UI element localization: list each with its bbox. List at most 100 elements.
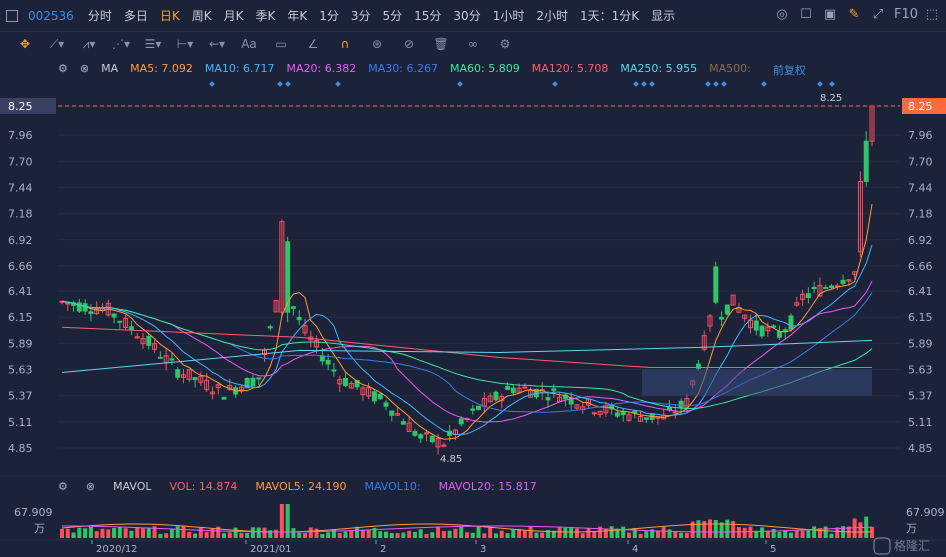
date-label: 2021/01 [250,544,292,555]
volume-bar [372,527,377,538]
period-tab[interactable]: 显示 [651,9,676,23]
candle-body [244,378,250,389]
candle-body [100,307,105,311]
volume-bar [384,531,388,538]
layout-icon[interactable] [6,9,18,22]
volume-bar [193,533,198,538]
vol-close-icon[interactable]: ⊗ [85,480,96,493]
vol-label[interactable]: MAVOL [113,480,152,493]
expand-icon[interactable]: ⬚ [925,7,939,22]
candle-body [134,336,140,339]
volume-bar [210,528,215,538]
period-tab[interactable]: 15分 [414,9,442,23]
period-tab[interactable]: 5分 [382,9,403,23]
period-tab[interactable]: 年K [287,9,308,23]
lock-icon[interactable]: ⊛ [371,37,383,51]
candle-body [366,387,372,397]
trash-icon[interactable]: 🗑 [433,37,449,51]
event-marker [277,81,283,87]
vol-settings-icon[interactable]: ⚙ [58,480,68,493]
period-tab[interactable]: 月K [223,9,244,23]
period-tab[interactable]: 季K [255,9,276,23]
period-tab[interactable]: 周K [191,9,212,23]
adjust-mode-button[interactable]: 前复权 [772,64,806,77]
ma-settings-icon[interactable]: ⚙ [58,62,68,75]
volume-bar [702,521,707,538]
volume-bar [511,529,516,538]
volume-bar [175,526,180,538]
price-tick-right: 6.66 [908,260,933,273]
magnet-icon[interactable]: ∩ [340,37,350,51]
candle-body [348,382,354,389]
line-icon[interactable]: ⟋▾ [49,36,65,51]
volume-bar [262,527,267,538]
volume-bar [736,527,741,538]
pencil-icon[interactable]: ✎ [848,7,860,22]
volume-bar [598,526,603,538]
date-label: 4 [632,544,638,555]
candle-body [314,340,320,348]
arrow-icon[interactable]: ←▾ [208,37,226,51]
period-tab[interactable]: 1天：1分K [579,9,640,23]
image-icon[interactable]: ▣ [823,7,837,22]
price-tick-left: 7.18 [8,208,33,221]
f10-button[interactable]: F10 [894,7,919,22]
ma-line [61,280,873,423]
candle-body [794,302,800,306]
candle-body [354,380,360,388]
ma-value: MA120: 5.708 [531,62,609,75]
event-marker [641,81,647,87]
volume-bar [517,528,522,538]
fullscreen-icon[interactable]: ⤢ [872,7,884,22]
vol-axis-top-left: 67.909 [14,506,53,519]
volume-bar [453,528,458,538]
volume-bar [100,528,105,538]
period-tab[interactable]: 1分 [319,9,339,23]
candle-body [840,279,846,285]
move-icon[interactable]: ✥ [19,37,31,51]
period-tab[interactable]: 30分 [453,9,481,23]
camera-icon[interactable]: ◎ [776,7,788,22]
text-tool[interactable]: Aa [241,37,257,51]
square-icon[interactable]: ☐ [800,7,812,22]
ma-close-icon[interactable]: ⊗ [79,62,90,75]
period-tab[interactable]: 1小时 [492,9,525,23]
wave-icon[interactable]: ⋰▾ [111,37,131,51]
candle-body [181,374,186,378]
volume-bar [742,527,747,538]
candle-body [713,266,719,303]
volume-bar [667,529,672,538]
candle-body [227,385,233,391]
candle-body [128,326,134,331]
candle-body [267,326,273,329]
angle-icon[interactable]: ∠ [307,37,319,51]
price-tick-right: 6.92 [908,234,933,247]
volume-bar [378,531,383,538]
volume-bar [476,526,481,538]
link-icon[interactable]: ∞ [468,37,478,51]
volume-bar [303,532,307,538]
volume-bar [540,532,545,538]
price-tick-right: 7.70 [908,155,933,168]
candle-body [412,431,418,436]
period-tab[interactable]: 日K [159,9,180,23]
period-tab[interactable]: 多日 [123,9,148,23]
settings-icon[interactable]: ⚙ [499,37,511,51]
candle-body [742,314,748,319]
period-tab[interactable]: 分时 [87,9,112,23]
ma-label[interactable]: MA [101,62,119,75]
volume-bar [256,527,261,538]
vol-value: MAVOL10: [364,480,421,493]
hide-icon[interactable]: ⊘ [403,37,415,51]
range-icon[interactable]: ⊢▾ [176,37,194,51]
candle-body [117,320,123,323]
fib-icon[interactable]: ☰▾ [144,37,162,51]
channel-icon[interactable]: ⩘▾ [82,36,96,51]
volume-bar [846,526,851,538]
stock-code[interactable]: 002536 [28,8,74,23]
period-tab[interactable]: 2小时 [536,9,568,23]
period-tab[interactable]: 3分 [350,9,371,23]
ma-value: MA5: 7.092 [130,62,193,75]
note-icon[interactable]: ▭ [275,37,287,51]
